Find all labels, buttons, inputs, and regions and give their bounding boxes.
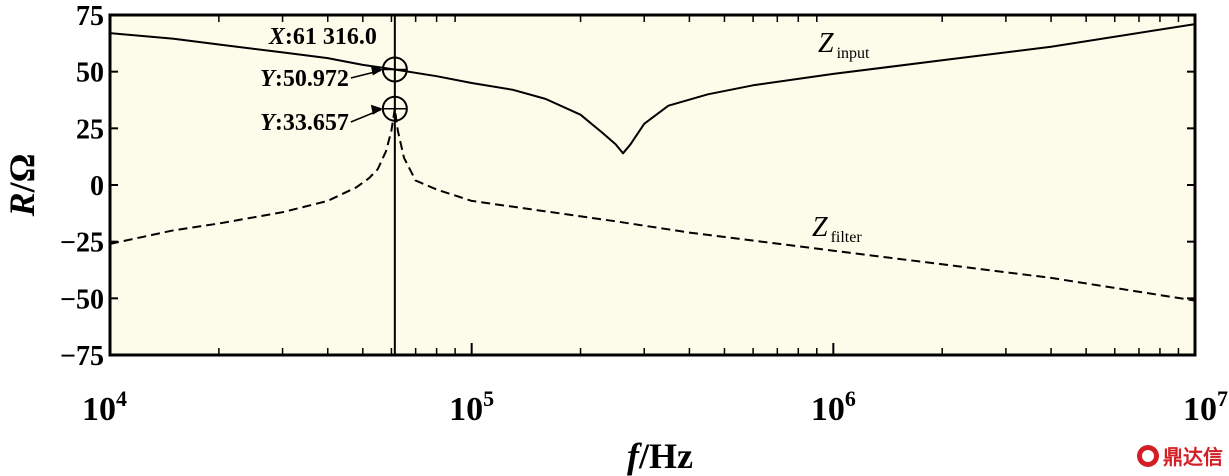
series-layer	[109, 23, 1196, 302]
x-tick-label: 106	[811, 386, 856, 428]
watermark-logo-icon	[1137, 444, 1159, 467]
watermark-text: 鼎达信	[1163, 445, 1223, 469]
y-tick-label: −25	[60, 228, 104, 259]
y-axis-label: R/Ω	[2, 154, 42, 218]
ticks-layer: 75 50 25 0 −25 −50 −75 104 105 106 107	[60, 1, 1228, 428]
plot-area	[108, 13, 1197, 357]
y-tick-label: 0	[90, 171, 104, 202]
x-tick-label: 105	[449, 386, 494, 428]
y-tick-label: 50	[76, 58, 104, 89]
x-tick-label: 104	[82, 386, 127, 428]
watermark: 鼎达信	[1137, 441, 1223, 470]
cursor-arrowhead	[370, 104, 383, 115]
cursor-layer: X:61 316.0 Y:50.972 Y:33.657	[260, 15, 408, 355]
series-filter-line	[109, 107, 1196, 302]
y-tick-label: 75	[76, 1, 104, 32]
x-axis-label: f/Hz	[627, 436, 693, 476]
cursor-x-label: X:61 316.0	[268, 24, 377, 50]
cursor-arrowhead	[370, 65, 383, 76]
cursor-y-label: Y:33.657	[260, 110, 349, 136]
series-input-line	[109, 23, 1196, 155]
cursor-y-label: Y:50.972	[260, 66, 349, 92]
y-tick-label: −50	[60, 284, 104, 315]
x-tick-label: 107	[1183, 386, 1228, 428]
y-tick-label: −75	[60, 341, 104, 372]
y-tick-label: 25	[76, 114, 104, 145]
